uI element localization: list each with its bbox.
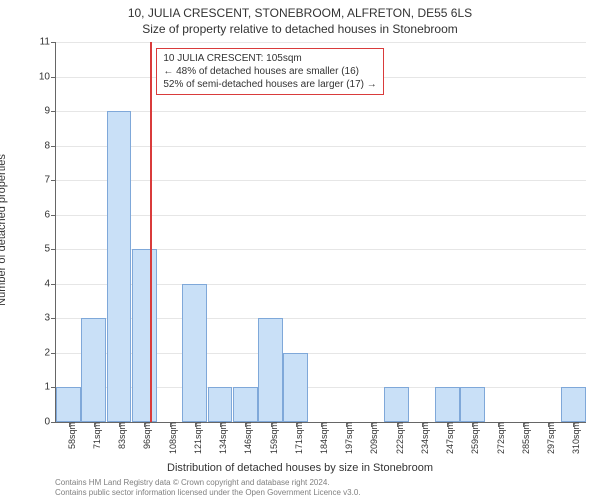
histogram-bar xyxy=(384,387,409,422)
x-tick-label: 171sqm xyxy=(288,422,304,454)
y-tick-label: 9 xyxy=(44,106,56,117)
x-tick-label: 184sqm xyxy=(313,422,329,454)
y-tick-label: 6 xyxy=(44,209,56,220)
y-tick-label: 7 xyxy=(44,175,56,186)
gridline xyxy=(56,180,586,181)
x-axis-label: Distribution of detached houses by size … xyxy=(0,462,600,474)
x-tick-label: 310sqm xyxy=(565,422,581,454)
histogram-bar xyxy=(283,353,308,422)
x-tick-label: 134sqm xyxy=(212,422,228,454)
histogram-bar xyxy=(182,284,207,422)
y-tick-label: 4 xyxy=(44,278,56,289)
histogram-bar xyxy=(107,111,132,422)
annotation-line: 10 JULIA CRESCENT: 105sqm xyxy=(163,52,376,65)
histogram-bar xyxy=(435,387,460,422)
x-tick-label: 108sqm xyxy=(162,422,178,454)
x-tick-label: 146sqm xyxy=(237,422,253,454)
gridline xyxy=(56,215,586,216)
footer-attribution: Contains HM Land Registry data © Crown c… xyxy=(55,478,361,497)
x-tick-label: 285sqm xyxy=(515,422,531,454)
histogram-bar xyxy=(561,387,586,422)
x-tick-label: 121sqm xyxy=(187,422,203,454)
reference-line xyxy=(150,42,152,422)
x-tick-label: 297sqm xyxy=(540,422,556,454)
annotation-box: 10 JULIA CRESCENT: 105sqm← 48% of detach… xyxy=(156,48,383,95)
y-tick-label: 0 xyxy=(44,417,56,428)
y-tick-label: 11 xyxy=(40,37,56,48)
x-tick-label: 247sqm xyxy=(439,422,455,454)
x-tick-label: 58sqm xyxy=(61,422,77,449)
x-tick-label: 83sqm xyxy=(111,422,127,449)
y-tick-label: 2 xyxy=(44,347,56,358)
gridline xyxy=(56,146,586,147)
footer-line-2: Contains public sector information licen… xyxy=(55,488,361,498)
x-tick-label: 96sqm xyxy=(136,422,152,449)
x-tick-label: 272sqm xyxy=(490,422,506,454)
x-tick-label: 234sqm xyxy=(414,422,430,454)
gridline xyxy=(56,111,586,112)
y-tick-label: 1 xyxy=(44,382,56,393)
histogram-bar xyxy=(56,387,81,422)
x-tick-label: 259sqm xyxy=(464,422,480,454)
histogram-bar xyxy=(81,318,106,422)
histogram-bar xyxy=(208,387,233,422)
y-tick-label: 5 xyxy=(44,244,56,255)
title-subtitle: Size of property relative to detached ho… xyxy=(0,22,600,36)
x-tick-label: 71sqm xyxy=(86,422,102,449)
x-tick-label: 222sqm xyxy=(389,422,405,454)
histogram-bar xyxy=(233,387,258,422)
chart-plot-area: 0123456789101158sqm71sqm83sqm96sqm108sqm… xyxy=(55,42,586,423)
histogram-bar xyxy=(132,249,157,422)
y-tick-label: 3 xyxy=(44,313,56,324)
x-tick-label: 197sqm xyxy=(338,422,354,454)
x-tick-label: 159sqm xyxy=(263,422,279,454)
annotation-line: 52% of semi-detached houses are larger (… xyxy=(163,78,376,91)
y-axis-label: Number of detached properties xyxy=(0,154,8,306)
footer-line-1: Contains HM Land Registry data © Crown c… xyxy=(55,478,361,488)
histogram-bar xyxy=(258,318,283,422)
title-address: 10, JULIA CRESCENT, STONEBROOM, ALFRETON… xyxy=(0,6,600,20)
annotation-line: ← 48% of detached houses are smaller (16… xyxy=(163,65,376,78)
x-tick-label: 209sqm xyxy=(363,422,379,454)
y-tick-label: 10 xyxy=(39,71,56,82)
gridline xyxy=(56,42,586,43)
y-tick-label: 8 xyxy=(44,140,56,151)
histogram-bar xyxy=(460,387,485,422)
